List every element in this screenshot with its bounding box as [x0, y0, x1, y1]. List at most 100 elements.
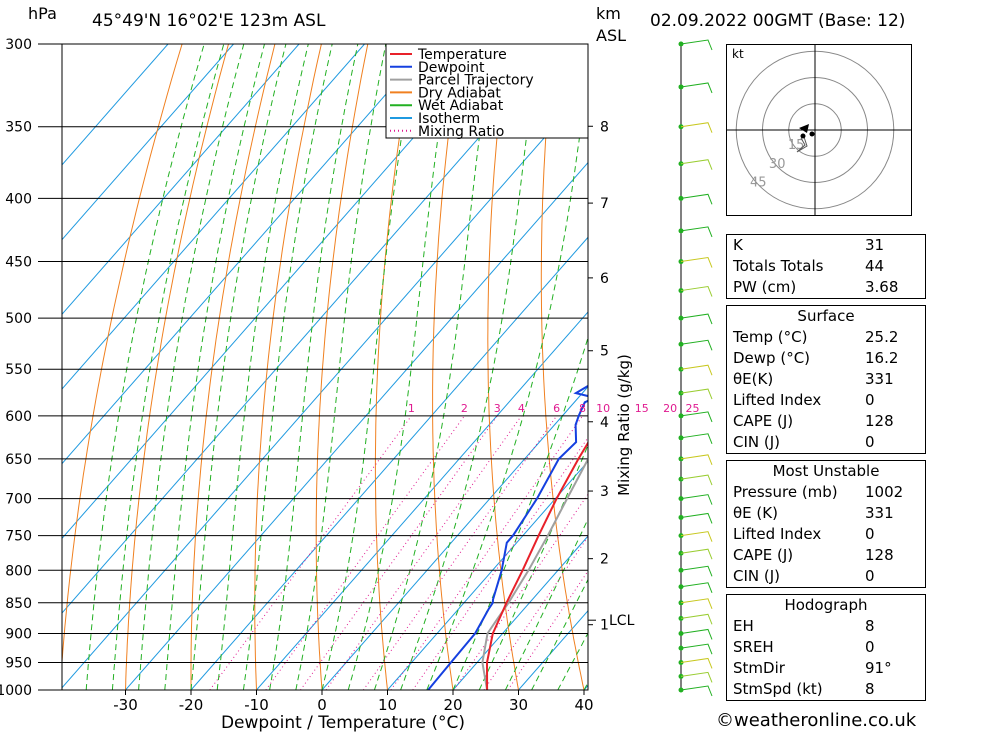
wind-barb — [680, 613, 713, 625]
wind-barb — [680, 411, 713, 423]
wind-barb — [680, 364, 713, 376]
pressure-tick-label: 550 — [5, 362, 32, 378]
index-row-pw: PW (cm) 3.68 — [727, 277, 925, 298]
surface-label: Dewp (°C) — [733, 349, 811, 367]
mu-row: CAPE (J) 128 — [727, 545, 925, 566]
isotherm-line — [62, 44, 496, 540]
surface-row: Dewp (°C) 16.2 — [727, 348, 925, 369]
credit-text: ©weatheronline.co.uk — [716, 710, 917, 731]
hodo-label: StmDir — [733, 659, 785, 677]
wet-adiabat-line — [190, 44, 287, 690]
asl-label: ASL — [596, 26, 627, 45]
hodo-label: EH — [733, 617, 754, 635]
x-tick-label: 0 — [317, 696, 327, 714]
isotherm-line — [62, 87, 588, 689]
mixing-ratio-label: 15 — [635, 402, 649, 415]
x-tick-label: -20 — [179, 696, 204, 714]
wind-barb — [680, 257, 713, 268]
wind-barb — [680, 512, 713, 524]
isotherm-line — [62, 44, 169, 166]
surface-value: 25.2 — [865, 328, 899, 346]
mu-label: θE (K) — [733, 504, 778, 522]
wind-barb — [680, 671, 713, 683]
pressure-tick-label: 800 — [5, 563, 32, 579]
hodo-label: StmSpd (kt) — [733, 680, 823, 698]
storm-motion-marker — [799, 124, 809, 133]
surface-row: θE(K) 331 — [727, 369, 925, 390]
wet-adiabat-line — [347, 44, 453, 690]
hodograph-table: Hodograph EH 8 SREH 0 StmDir 91° StmSpd (kt… — [726, 594, 926, 701]
surface-value: 128 — [865, 412, 894, 430]
isotherm-line — [62, 44, 300, 316]
mu-row: CIN (J) 0 — [727, 566, 925, 587]
hodo-row: SREH 0 — [727, 637, 925, 658]
pressure-tick-label: 950 — [5, 655, 32, 671]
location-title: 45°49'N 16°02'E 123m ASL — [92, 11, 326, 31]
hodograph-ring-label: 30 — [769, 157, 786, 172]
wind-barb — [680, 657, 713, 669]
wind-barb — [680, 193, 713, 205]
mu-row: θE (K) 331 — [727, 503, 925, 524]
legend-label: Isotherm — [418, 111, 480, 127]
index-row-k: K 31 — [727, 235, 925, 256]
km-label: km — [596, 4, 621, 23]
wind-barb — [680, 313, 713, 325]
x-tick-label: -30 — [113, 696, 138, 714]
wind-barb — [680, 643, 713, 655]
km-tick-label: 2 — [600, 552, 609, 568]
mu-label: Pressure (mb) — [733, 483, 838, 501]
wind-barb — [680, 628, 713, 640]
pressure-tick-label: 500 — [5, 311, 32, 327]
mu-label: CIN (J) — [733, 567, 781, 585]
pressure-tick-label: 450 — [5, 255, 32, 271]
x-tick-label: 10 — [378, 696, 397, 714]
index-label: PW (cm) — [733, 278, 797, 296]
wind-barb — [680, 548, 713, 560]
surface-row: CAPE (J) 128 — [727, 411, 925, 432]
legend-label: Parcel Trajectory — [418, 73, 534, 89]
hodograph-ring-label: 45 — [750, 176, 767, 191]
surface-title: Surface — [797, 307, 855, 325]
wind-barb — [680, 159, 713, 170]
x-tick-label: 30 — [509, 696, 528, 714]
wet-adiabat-line — [400, 44, 539, 690]
surface-label: Lifted Index — [733, 391, 822, 409]
hodo-row: StmDir 91° — [727, 658, 925, 679]
surface-value: 331 — [865, 370, 894, 388]
wet-adiabat-line — [504, 518, 588, 690]
most-unstable-table: Most Unstable Pressure (mb) 1002 θE (K) 33… — [726, 460, 926, 588]
legend-label: Dry Adiabat — [418, 85, 501, 101]
legend-label: Mixing Ratio — [418, 124, 504, 140]
most-unstable-title: Most Unstable — [772, 462, 880, 480]
hodograph-title: Hodograph — [784, 596, 868, 614]
wet-adiabat-line — [531, 578, 588, 690]
parcel-trajectory-line — [481, 457, 588, 690]
pressure-tick-label: 400 — [5, 191, 32, 207]
wind-barb — [680, 82, 713, 94]
x-tick-label: 20 — [443, 696, 462, 714]
pressure-tick-label: 350 — [5, 120, 32, 136]
wet-adiabat-line — [242, 44, 333, 690]
mixing-ratio-line — [325, 415, 522, 690]
wet-adiabat-line — [216, 44, 309, 690]
surface-value: 0 — [865, 391, 875, 409]
mixing-ratio-label: 10 — [596, 402, 610, 415]
surface-value: 0 — [865, 433, 875, 451]
mixing-ratio-line — [265, 415, 465, 690]
surface-table: Surface Temp (°C) 25.2 Dewp (°C) 16.2 θE(K… — [726, 305, 926, 454]
wind-barb — [680, 454, 713, 466]
x-axis-label: Dewpoint / Temperature (°C) — [221, 713, 465, 733]
isotherm-line — [62, 44, 234, 241]
wind-barb — [680, 226, 713, 238]
km-tick-label: 1 — [600, 618, 609, 634]
mixing-ratio-label: 2 — [461, 402, 468, 415]
hodograph-trace — [796, 133, 808, 153]
pressure-tick-label: 700 — [5, 492, 32, 508]
wet-adiabat-line — [295, 44, 387, 690]
km-tick-label: 5 — [600, 344, 609, 360]
wind-barb — [680, 388, 713, 400]
x-tick-label: -10 — [244, 696, 269, 714]
wind-barb — [680, 531, 713, 542]
surface-row: CIN (J) 0 — [727, 432, 925, 453]
surface-label: θE(K) — [733, 370, 774, 388]
